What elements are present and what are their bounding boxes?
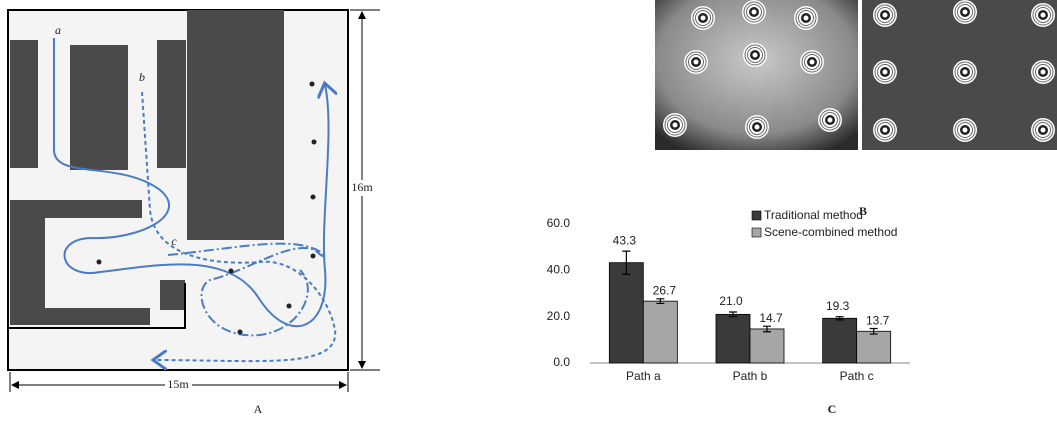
legend-label: Traditional method xyxy=(764,208,863,222)
legend-label: Scene-combined method xyxy=(764,225,897,239)
path-label: a xyxy=(55,23,61,37)
figure: a b c 16m 15m A B C 0.0 20.0 40.0 60.0 Path … xyxy=(0,0,1057,421)
y-tick-label: 20.0 xyxy=(547,309,571,323)
legend-swatch xyxy=(752,211,761,220)
bar xyxy=(716,314,750,363)
legend-swatch xyxy=(752,228,761,237)
bar xyxy=(643,301,677,363)
panel-label: A xyxy=(254,402,263,416)
path-label: b xyxy=(139,70,145,84)
dimension-label: 16m xyxy=(351,180,373,194)
bar xyxy=(823,318,857,363)
y-tick-label: 0.0 xyxy=(553,355,570,369)
path-label: c xyxy=(171,234,177,248)
panel-label: C xyxy=(828,402,837,416)
value-label: 43.3 xyxy=(613,233,637,247)
value-label: 26.7 xyxy=(653,283,677,297)
y-tick-label: 60.0 xyxy=(547,216,571,230)
y-tick-label: 40.0 xyxy=(547,263,571,277)
x-tick-label: Path c xyxy=(840,369,874,383)
bar-chart: 0.0 20.0 40.0 60.0 Path a 43.3 26.7 Path b 21.0 1… xyxy=(547,208,910,383)
value-label: 19.3 xyxy=(826,299,850,313)
x-tick-label: Path b xyxy=(733,369,768,383)
bar xyxy=(609,263,643,363)
photos: B xyxy=(655,0,1057,218)
bar xyxy=(750,329,784,363)
dimension-label: 15m xyxy=(167,377,189,391)
value-label: 21.0 xyxy=(719,294,743,308)
bar xyxy=(857,331,891,363)
value-label: 13.7 xyxy=(866,313,890,327)
page: a b c 16m 15m A B C 0.0 20.0 40.0 60.0 Path … xyxy=(0,0,1057,421)
x-tick-label: Path a xyxy=(626,369,661,383)
value-label: 14.7 xyxy=(759,311,783,325)
map: a b c 16m 15m A xyxy=(8,10,380,416)
